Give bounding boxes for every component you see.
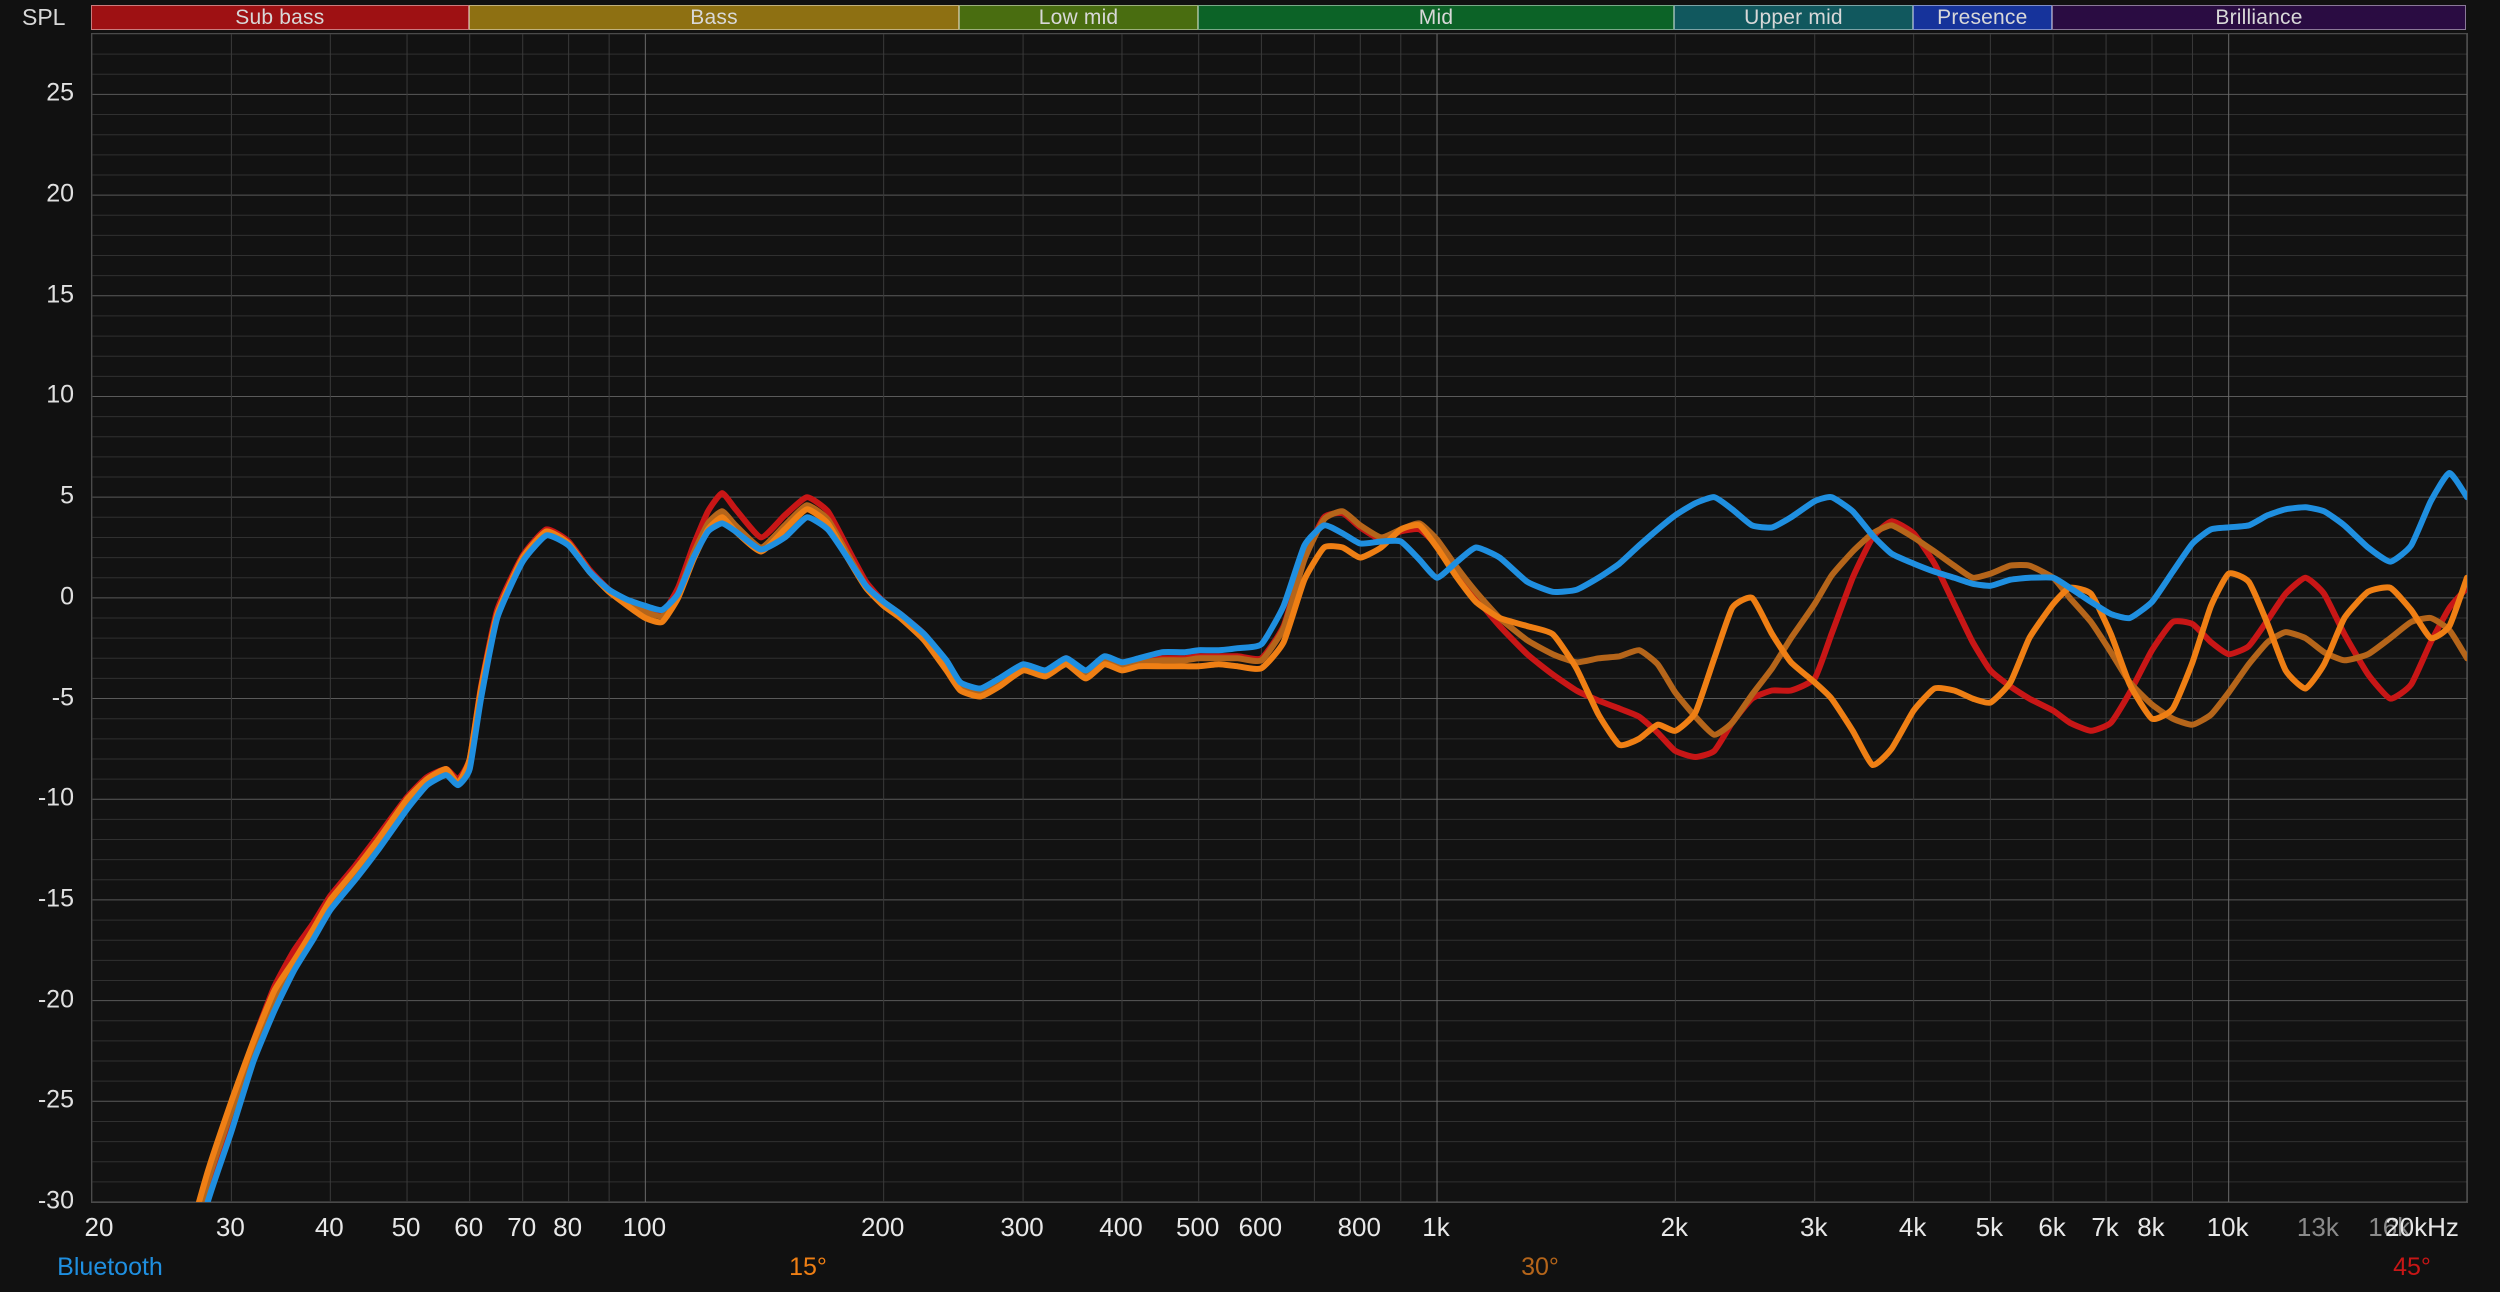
y-axis-title: SPL [22, 4, 66, 30]
y-tick--15: -15 [37, 884, 74, 913]
y-tick--5: -5 [51, 683, 74, 712]
series-curves [195, 470, 2467, 1202]
y-tick-20: 20 [46, 179, 74, 208]
legend-item-15[interactable]: 15° [789, 1253, 827, 1281]
gridlines [92, 34, 2467, 1202]
legend-item-bluetooth[interactable]: Bluetooth [57, 1253, 163, 1281]
curve-bluetooth [204, 470, 2467, 1202]
y-tick-25: 25 [46, 78, 74, 107]
x-tick-20: 20 [84, 1212, 114, 1242]
x-tick-300: 300 [1000, 1212, 1044, 1242]
band-label: Mid [1418, 5, 1454, 29]
x-tick-1k: 1k [1422, 1212, 1450, 1242]
y-tick-5: 5 [60, 481, 74, 510]
x-tick-7k: 7k [2091, 1212, 2119, 1242]
y-tick--25: -25 [37, 1085, 74, 1114]
band-label: Upper mid [1744, 5, 1843, 29]
band-mid[interactable]: Mid [1197, 5, 1675, 30]
x-tick-13k: 13k [2296, 1212, 2339, 1242]
x-tick-30: 30 [215, 1212, 245, 1242]
x-tick-400: 400 [1099, 1212, 1143, 1242]
y-tick-0: 0 [60, 582, 74, 611]
x-tick-3k: 3k [1800, 1212, 1828, 1242]
curves-svg [92, 34, 2467, 1202]
band-label: Brilliance [2215, 5, 2303, 29]
x-tick-5k: 5k [1975, 1212, 2004, 1242]
x-tick-16k: 16k [2368, 1212, 2411, 1242]
x-tick-4k: 4k [1898, 1212, 1927, 1242]
x-tick-80: 80 [553, 1212, 583, 1242]
band-label: Presence [1937, 5, 2028, 29]
plot-area [91, 33, 2468, 1203]
y-tick--20: -20 [37, 985, 74, 1014]
x-tick-2k: 2k [1660, 1212, 1689, 1242]
band-brilliance[interactable]: Brilliance [2052, 5, 2466, 30]
band-label: Bass [690, 5, 738, 29]
band-bass[interactable]: Bass [468, 5, 960, 30]
y-tick--30: -30 [37, 1186, 74, 1215]
band-sub-bass[interactable]: Sub bass [91, 5, 469, 30]
x-tick-40: 40 [314, 1212, 344, 1242]
y-tick--10: -10 [37, 783, 74, 812]
x-tick-8k: 8k [2137, 1212, 2165, 1242]
x-tick-6k: 6k [2038, 1212, 2066, 1242]
x-tick-800: 800 [1337, 1212, 1381, 1242]
band-label: Sub bass [235, 5, 325, 29]
x-tick-50: 50 [391, 1212, 421, 1242]
x-tick-200: 200 [860, 1212, 905, 1242]
band-upper-mid[interactable]: Upper mid [1674, 5, 1913, 30]
legend-item-30[interactable]: 30° [1521, 1253, 1559, 1281]
x-tick-20kHz: 20kHz [2385, 1212, 2459, 1242]
x-tick-70: 70 [507, 1212, 537, 1242]
y-tick-10: 10 [46, 380, 74, 409]
x-tick-600: 600 [1238, 1212, 1283, 1242]
x-tick-10k: 10k [2206, 1212, 2249, 1242]
legend-item-45[interactable]: 45° [2393, 1253, 2431, 1281]
band-presence[interactable]: Presence [1912, 5, 2053, 30]
x-tick-60: 60 [454, 1212, 484, 1242]
band-label: Low mid [1038, 5, 1119, 29]
x-tick-100: 100 [622, 1212, 667, 1242]
curve-45 [202, 490, 2467, 1202]
x-tick-500: 500 [1175, 1212, 1220, 1242]
y-tick-15: 15 [46, 280, 74, 309]
band-low-mid[interactable]: Low mid [959, 5, 1198, 30]
